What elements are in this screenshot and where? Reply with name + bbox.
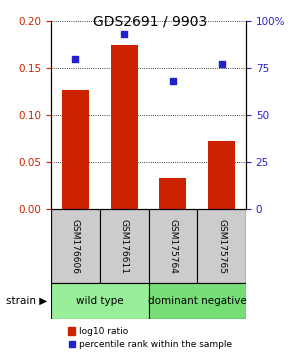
Bar (111, 45, 137, 209)
Bar (51, 283, 148, 319)
Bar (208, 141, 235, 209)
Bar (160, 178, 186, 209)
Point (73, 56, 78, 62)
Bar (100, 209, 148, 283)
Bar (51, 209, 100, 283)
Point (170, 79, 175, 84)
Text: strain ▶: strain ▶ (6, 296, 47, 306)
Bar (148, 209, 197, 283)
Text: GDS2691 / 9903: GDS2691 / 9903 (93, 14, 207, 28)
Point (122, 32, 127, 37)
Text: wild type: wild type (76, 296, 124, 306)
Text: GSM176611: GSM176611 (120, 218, 129, 274)
Bar (148, 283, 246, 319)
Text: GSM176606: GSM176606 (71, 218, 80, 274)
Bar (62, 90, 89, 209)
Legend: log10 ratio, percentile rank within the sample: log10 ratio, percentile rank within the … (68, 327, 232, 349)
Bar (197, 209, 246, 283)
Text: GSM175764: GSM175764 (168, 218, 177, 274)
Text: dominant negative: dominant negative (148, 296, 247, 306)
Text: GSM175765: GSM175765 (217, 218, 226, 274)
Point (219, 62, 224, 67)
